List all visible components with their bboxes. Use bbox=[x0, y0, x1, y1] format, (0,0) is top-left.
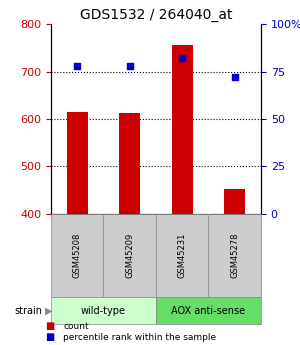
Title: GDS1532 / 264040_at: GDS1532 / 264040_at bbox=[80, 8, 232, 22]
Text: count: count bbox=[63, 322, 88, 331]
Point bbox=[75, 63, 80, 69]
Text: percentile rank within the sample: percentile rank within the sample bbox=[63, 333, 216, 342]
Point bbox=[232, 75, 237, 80]
Text: GSM45278: GSM45278 bbox=[230, 233, 239, 278]
Text: ■: ■ bbox=[45, 321, 54, 331]
Text: GSM45209: GSM45209 bbox=[125, 233, 134, 278]
Text: GSM45208: GSM45208 bbox=[73, 233, 82, 278]
Bar bbox=[224, 189, 245, 214]
Text: ■: ■ bbox=[45, 332, 54, 342]
Text: strain: strain bbox=[14, 306, 42, 315]
Bar bbox=[119, 113, 140, 214]
Bar bbox=[67, 112, 88, 214]
Text: ▶: ▶ bbox=[45, 306, 52, 315]
Point bbox=[180, 56, 185, 61]
Text: GSM45231: GSM45231 bbox=[178, 233, 187, 278]
Text: AOX anti-sense: AOX anti-sense bbox=[171, 306, 246, 315]
Bar bbox=[172, 45, 193, 214]
Point bbox=[128, 63, 132, 69]
Text: wild-type: wild-type bbox=[81, 306, 126, 315]
